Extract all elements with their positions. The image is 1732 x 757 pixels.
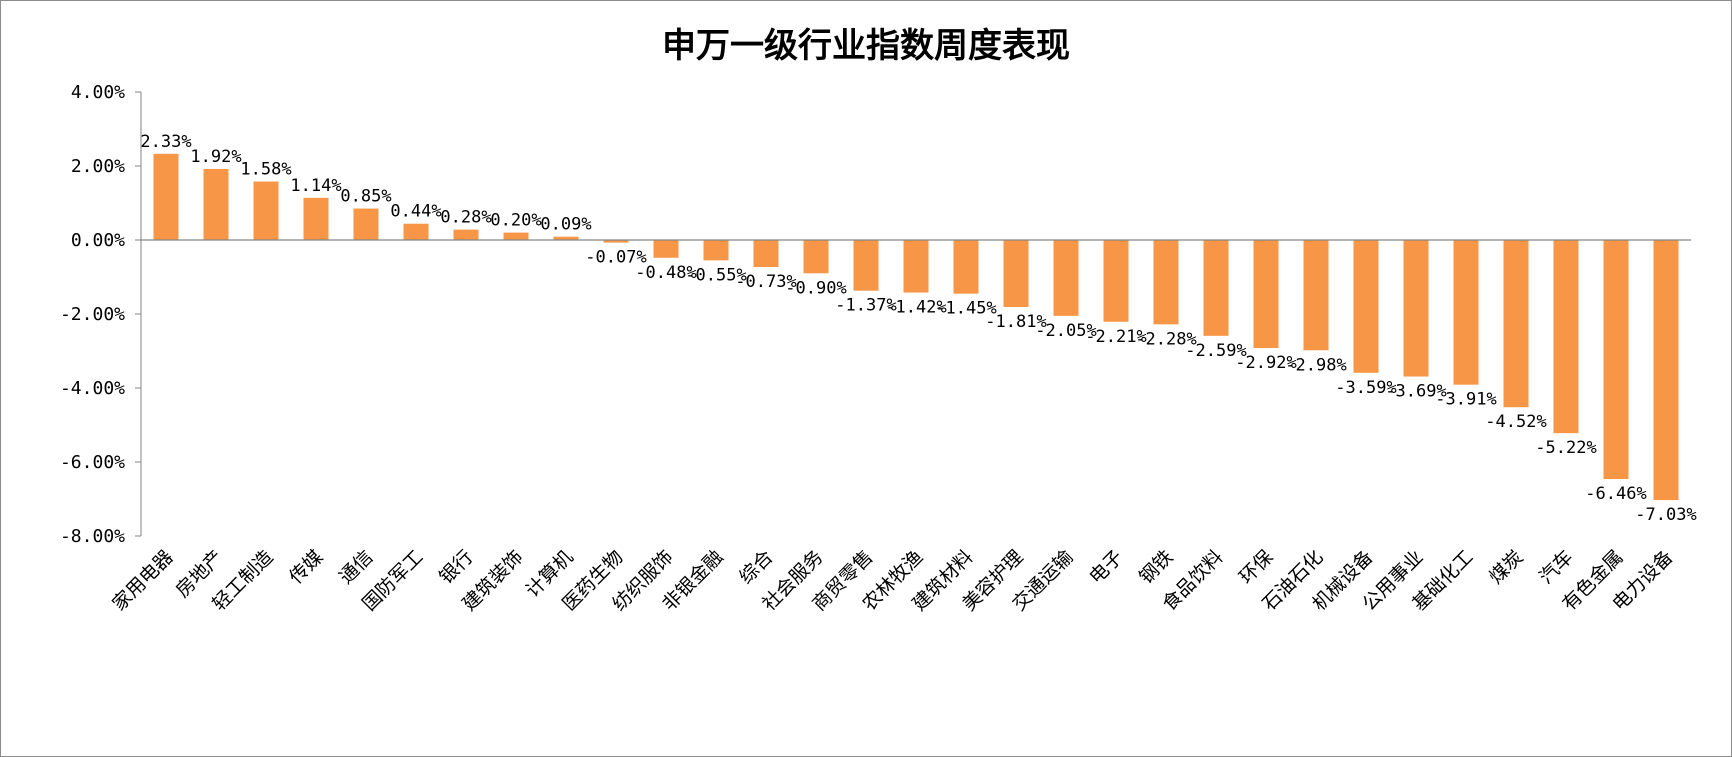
bar xyxy=(753,240,779,268)
bar xyxy=(203,168,229,240)
data-label: -2.05% xyxy=(1035,321,1096,341)
data-label: -6.46% xyxy=(1585,484,1646,504)
data-label: 2.33% xyxy=(140,132,191,152)
y-tick-label: -6.00% xyxy=(60,452,125,473)
bar xyxy=(1653,240,1679,501)
y-tick-label: -4.00% xyxy=(60,378,125,399)
chart-title: 申万一级行业指数周度表现 xyxy=(662,26,1070,66)
bar xyxy=(903,240,929,293)
data-label: -2.21% xyxy=(1085,327,1146,347)
data-label: -1.45% xyxy=(935,299,996,319)
data-label: 1.92% xyxy=(190,147,241,167)
x-tick-label: 传媒 xyxy=(285,546,327,588)
x-tick-label: 电子 xyxy=(1085,546,1127,588)
data-label: 0.44% xyxy=(390,202,441,222)
x-tick-label: 煤炭 xyxy=(1485,546,1527,588)
bar xyxy=(703,240,729,261)
x-tick-label: 钢铁 xyxy=(1135,546,1177,588)
data-label: -5.22% xyxy=(1535,438,1596,458)
data-label: -4.52% xyxy=(1485,412,1546,432)
bar xyxy=(853,240,879,291)
data-labels: 2.33%1.92%1.58%1.14%0.85%0.44%0.28%0.20%… xyxy=(140,132,1696,525)
data-label: 0.20% xyxy=(490,211,541,231)
data-label: -0.48% xyxy=(635,263,696,283)
bar xyxy=(1553,240,1579,434)
bar xyxy=(503,232,529,240)
bar xyxy=(1453,240,1479,385)
data-label: 1.58% xyxy=(240,160,291,180)
data-label: -1.37% xyxy=(835,296,896,316)
data-label: -7.03% xyxy=(1635,505,1696,525)
bar xyxy=(953,240,979,294)
data-label: -0.07% xyxy=(585,248,646,268)
bar xyxy=(353,208,379,240)
data-label: -3.91% xyxy=(1435,390,1496,410)
data-label: 0.09% xyxy=(540,215,591,235)
bar xyxy=(1003,240,1029,307)
y-tick-label: 0.00% xyxy=(71,230,125,251)
bar xyxy=(1253,240,1279,349)
data-label: -1.42% xyxy=(885,298,946,318)
data-label: 0.28% xyxy=(440,208,491,228)
y-tick-label: 4.00% xyxy=(71,82,125,103)
bar xyxy=(1353,240,1379,373)
bar xyxy=(1403,240,1429,377)
data-label: -3.59% xyxy=(1335,378,1396,398)
bar xyxy=(803,240,829,274)
bar xyxy=(253,181,279,240)
bar xyxy=(653,240,679,258)
bar xyxy=(553,236,579,240)
bar xyxy=(153,153,179,240)
x-tick-label: 环保 xyxy=(1235,546,1277,588)
x-tick-label: 汽车 xyxy=(1535,546,1577,588)
x-tick-label: 综合 xyxy=(735,546,777,588)
bar xyxy=(1603,240,1629,480)
bar xyxy=(1303,240,1329,351)
y-tick-label: -8.00% xyxy=(60,526,125,547)
y-tick-label: -2.00% xyxy=(60,304,125,325)
x-tick-label: 家用电器 xyxy=(108,546,177,615)
bar xyxy=(1153,240,1179,325)
data-label: -3.69% xyxy=(1385,382,1446,402)
data-label: -0.90% xyxy=(785,278,846,298)
data-label: 0.85% xyxy=(340,187,391,207)
data-label: -2.92% xyxy=(1235,353,1296,373)
bar xyxy=(1503,240,1529,408)
data-label: -1.81% xyxy=(985,312,1046,332)
x-tick-label: 银行 xyxy=(435,546,477,588)
bar xyxy=(1103,240,1129,322)
data-label: -0.55% xyxy=(685,265,746,285)
bar xyxy=(603,240,629,243)
bar xyxy=(453,229,479,240)
y-axis: 4.00% 2.00% 0.00% -2.00% -4.00% -6.00% -8.00% xyxy=(60,82,142,547)
x-tick-label: 通信 xyxy=(335,546,377,588)
bar xyxy=(1053,240,1079,316)
bar xyxy=(1203,240,1229,336)
data-label: -0.73% xyxy=(735,272,796,292)
data-label: -2.59% xyxy=(1185,341,1246,361)
data-label: 1.14% xyxy=(290,176,341,196)
bar xyxy=(303,197,329,240)
data-label: -2.98% xyxy=(1285,355,1346,375)
y-tick-label: 2.00% xyxy=(71,156,125,177)
bars xyxy=(141,153,1691,501)
data-label: -2.28% xyxy=(1135,329,1196,349)
bar xyxy=(403,223,429,240)
